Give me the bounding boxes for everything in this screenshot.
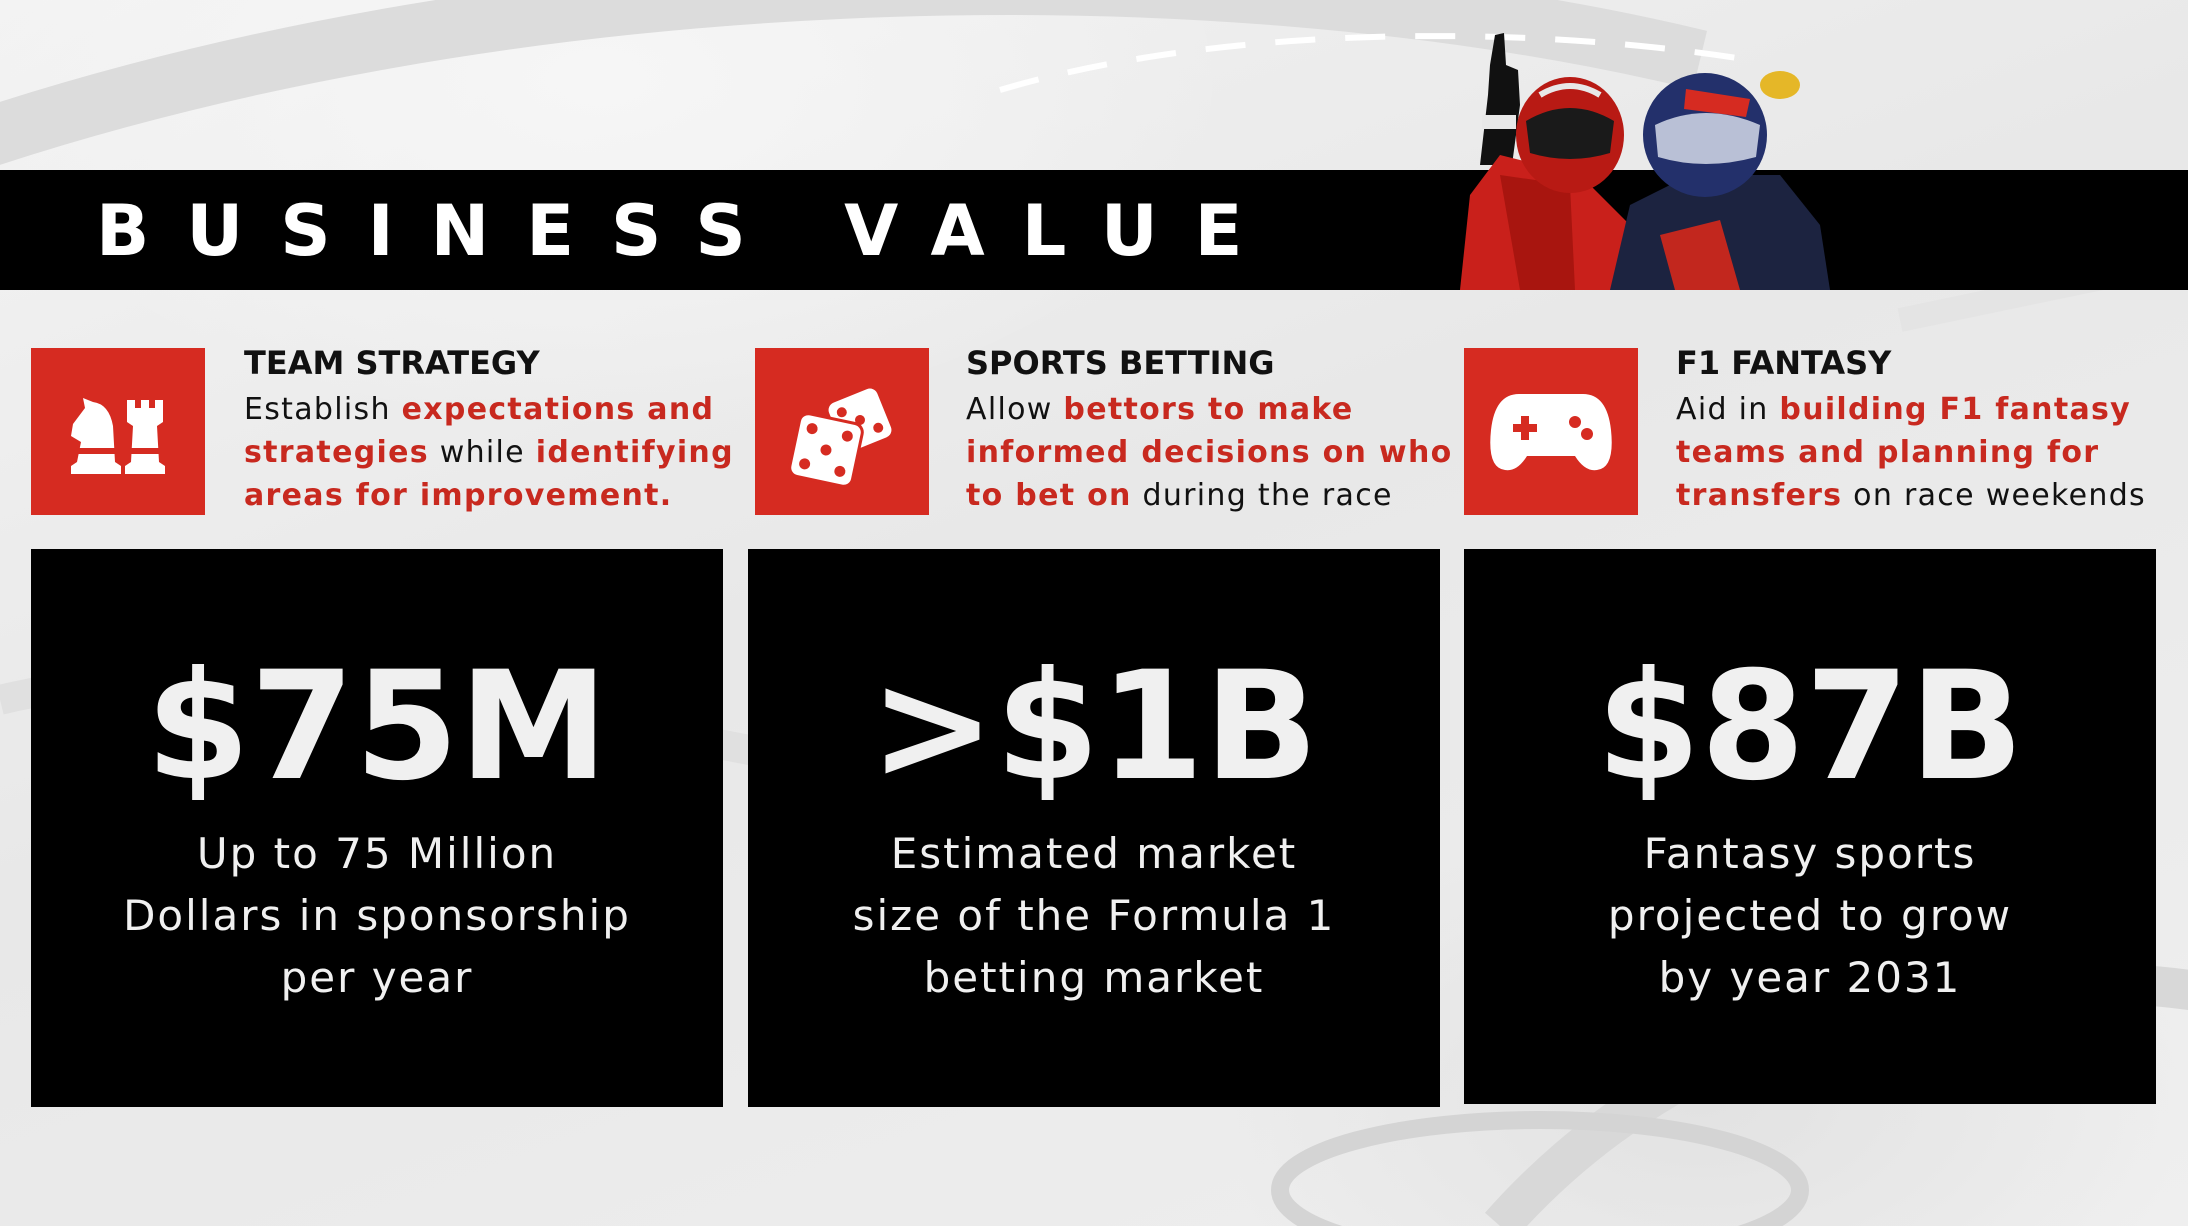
gamepad-icon xyxy=(1490,393,1612,470)
sports-betting-heading: SPORTS BETTING xyxy=(966,344,1275,382)
sports-betting-icon-box xyxy=(755,348,929,515)
desc-highlight: expectations and xyxy=(401,392,715,427)
sports-betting-info: SPORTS BETTING Allow bettors to make inf… xyxy=(966,344,1453,517)
desc-text: while xyxy=(428,435,536,470)
desc-highlight: transfers xyxy=(1676,478,1843,513)
desc-text: on race weekends xyxy=(1842,478,2146,513)
desc-highlight: areas for improvement. xyxy=(244,478,673,513)
f1-fantasy-description: Aid in building F1 fantasy teams and pla… xyxy=(1676,388,2146,517)
desc-text: during the race xyxy=(1131,478,1393,513)
stat-line: by year 2031 xyxy=(1658,953,1962,1002)
stat-line: Up to 75 Million xyxy=(196,829,558,878)
stat-description: Estimated market size of the Formula 1 b… xyxy=(748,823,1440,1009)
betting-market-stat-card: >$1B Estimated market size of the Formul… xyxy=(748,549,1440,1107)
fantasy-sports-stat-card: $87B Fantasy sports projected to grow by… xyxy=(1464,549,2156,1104)
desc-highlight: strategies xyxy=(244,435,429,470)
stat-line: betting market xyxy=(923,953,1265,1002)
stat-line: size of the Formula 1 xyxy=(852,891,1336,940)
team-strategy-description: Establish expectations and strategies wh… xyxy=(244,388,734,517)
team-strategy-icon-box xyxy=(31,348,205,515)
desc-highlight: to bet on xyxy=(966,478,1132,513)
sponsorship-stat-card: $75M Up to 75 Million Dollars in sponsor… xyxy=(31,549,723,1107)
stat-line: Fantasy sports xyxy=(1643,829,1977,878)
stat-value: $87B xyxy=(1596,640,2024,814)
stat-line: Estimated market xyxy=(890,829,1298,878)
desc-highlight: building F1 fantasy xyxy=(1779,392,2132,427)
f1-fantasy-icon-box xyxy=(1464,348,1638,515)
stat-line: Dollars in sponsorship xyxy=(123,891,631,940)
desc-text: Establish xyxy=(244,392,402,427)
team-strategy-heading: TEAM STRATEGY xyxy=(244,344,540,382)
desc-highlight: identifying xyxy=(535,435,734,470)
stat-description: Fantasy sports projected to grow by year… xyxy=(1464,823,2156,1009)
stat-line: projected to grow xyxy=(1607,891,2013,940)
stat-value: >$1B xyxy=(869,640,1319,814)
dice-icon xyxy=(788,388,892,488)
drivers-celebration-photo xyxy=(1460,33,1830,290)
page-title: BUSINESS VALUE xyxy=(96,190,1280,272)
team-strategy-info: TEAM STRATEGY Establish expectations and… xyxy=(244,344,734,517)
f1-fantasy-heading: F1 FANTASY xyxy=(1676,344,1892,382)
stat-line: per year xyxy=(280,953,474,1002)
sports-betting-description: Allow bettors to make informed decisions… xyxy=(966,388,1453,517)
stat-description: Up to 75 Million Dollars in sponsorship … xyxy=(31,823,723,1009)
desc-text: Allow xyxy=(966,392,1064,427)
desc-highlight: informed decisions on who xyxy=(966,435,1453,470)
f1-fantasy-info: F1 FANTASY Aid in building F1 fantasy te… xyxy=(1676,344,2146,517)
desc-highlight: bettors to make xyxy=(1063,392,1354,427)
chess-pieces-icon xyxy=(71,397,165,474)
stat-value: $75M xyxy=(145,640,609,814)
desc-highlight: teams and planning for xyxy=(1676,435,2100,470)
desc-text: Aid in xyxy=(1676,392,1780,427)
